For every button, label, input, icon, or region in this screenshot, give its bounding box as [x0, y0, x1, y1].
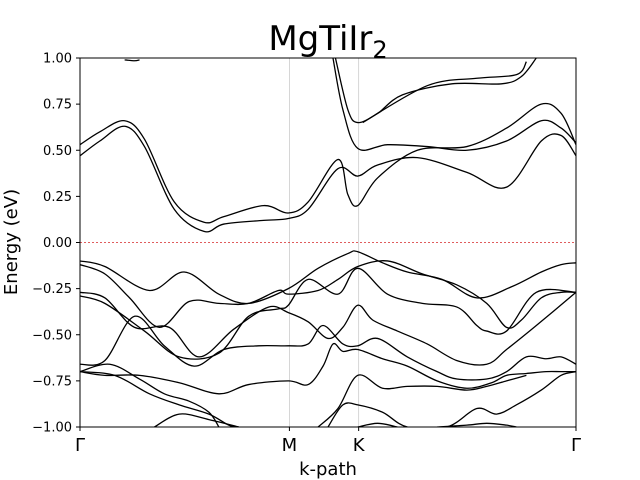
plot-area: −1.00 −0.75 −0.50 −0.25 0.00 0.25 0.50 0.75 1.00…: [32, 52, 581, 457]
band-line-18: [357, 422, 398, 427]
y-tick-label-0: −1.00: [32, 421, 72, 436]
band-line-12: [80, 371, 239, 427]
y-tick-label-8: 1.00: [43, 52, 72, 67]
bands-group: [80, 58, 576, 427]
y-axis-label: Energy (eV): [1, 189, 22, 295]
y-tick-label-5: 0.25: [43, 190, 72, 205]
band-line-17: [437, 422, 517, 427]
x-tick-label-3: Γ: [571, 435, 581, 456]
band-line-7: [80, 260, 576, 329]
y-tick-label-1: −0.75: [32, 374, 72, 389]
band-line-8: [80, 267, 576, 360]
chart-title: MgTiIr2: [268, 19, 387, 64]
chart-title-subscript: 2: [372, 36, 387, 64]
band-line-6: [80, 250, 576, 305]
band-line-4: [362, 61, 527, 124]
band-line-9: [80, 291, 576, 366]
band-line-5: [124, 59, 140, 62]
x-axis-label: k-path: [299, 459, 357, 480]
x-tick-label-1: M: [282, 435, 298, 456]
band-line-11: [80, 342, 576, 395]
band-line-10: [80, 315, 576, 381]
x-tick-label-0: Γ: [75, 435, 85, 456]
y-tick-label-7: 0.75: [43, 98, 72, 113]
chart-title-main: MgTiIr: [268, 19, 372, 59]
band-line-2: [332, 58, 576, 152]
y-tick-label-4: 0.00: [43, 236, 72, 251]
x-tick-label-2: K: [353, 435, 366, 456]
svg-text:MgTiIr2: MgTiIr2: [268, 19, 387, 64]
band-line-14: [317, 374, 527, 427]
band-line-1: [80, 102, 576, 224]
band-line-3: [334, 58, 537, 124]
band-line-15: [327, 371, 576, 427]
y-tick-label-6: 0.50: [43, 144, 72, 159]
band-line-13: [80, 363, 220, 427]
band-line-16: [154, 413, 239, 427]
y-tick-label-3: −0.25: [32, 282, 72, 297]
band-line-0: [80, 125, 576, 233]
y-tick-label-2: −0.50: [32, 328, 72, 343]
